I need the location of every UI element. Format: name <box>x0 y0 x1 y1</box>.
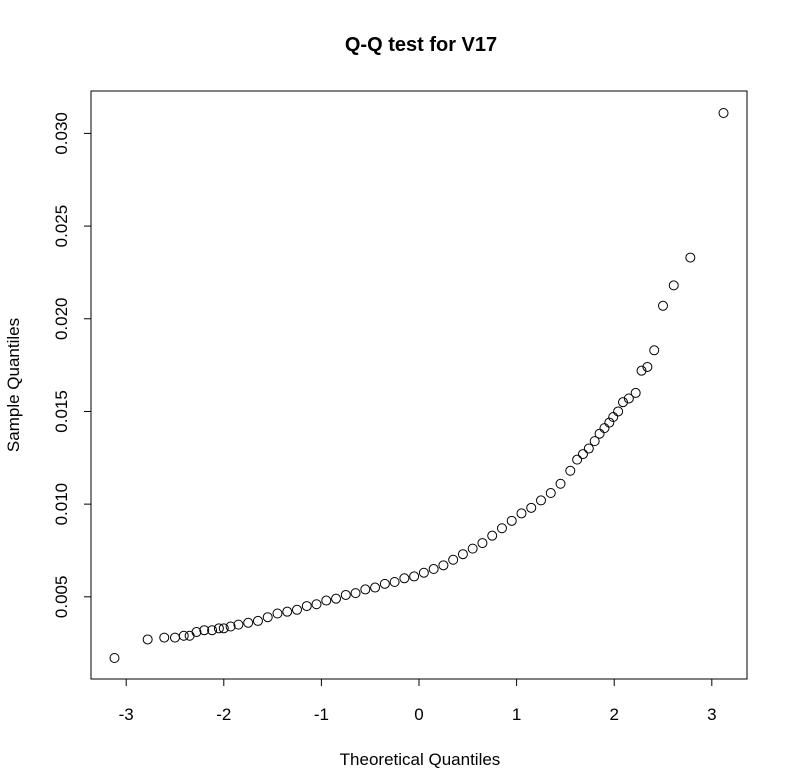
data-point <box>272 608 283 619</box>
data-point <box>191 627 202 638</box>
data-point <box>487 530 498 541</box>
data-point <box>213 623 224 634</box>
x-tick-label: -1 <box>314 705 329 724</box>
data-point <box>301 601 312 612</box>
data-point <box>184 630 195 641</box>
data-point <box>536 495 547 506</box>
y-tick-label: 0.010 <box>52 483 71 526</box>
data-point <box>218 623 229 634</box>
data-point <box>526 502 537 513</box>
data-point <box>457 549 468 560</box>
y-tick-label: 0.005 <box>52 576 71 619</box>
data-point <box>109 653 120 663</box>
data-point <box>572 454 583 465</box>
data-point <box>389 576 400 587</box>
data-point <box>428 564 439 575</box>
data-point <box>565 465 576 476</box>
data-point <box>399 573 410 584</box>
data-point <box>409 571 420 582</box>
data-point <box>496 523 507 534</box>
data-point <box>545 488 556 499</box>
data-point <box>623 393 634 404</box>
data-point <box>636 365 647 376</box>
data-point <box>642 361 653 372</box>
x-tick-label: -3 <box>119 705 134 724</box>
y-tick-label: 0.025 <box>52 205 71 248</box>
data-point <box>658 300 669 311</box>
data-point <box>199 625 210 636</box>
data-point <box>594 428 605 439</box>
data-point <box>169 632 180 643</box>
data-point <box>370 582 381 593</box>
data-point <box>613 406 624 417</box>
data-point <box>467 543 478 554</box>
data-point <box>159 632 170 643</box>
data-point <box>262 612 273 623</box>
data-point <box>589 436 600 447</box>
data-point <box>718 108 729 118</box>
data-point <box>321 595 332 606</box>
x-axis: -3 -2 -1 0 1 2 3 <box>119 678 717 724</box>
data-point <box>583 443 594 454</box>
data-point <box>418 567 429 578</box>
x-axis-label: Theoretical Quantiles <box>340 750 501 769</box>
data-points <box>109 108 729 663</box>
y-tick-label: 0.020 <box>52 297 71 340</box>
data-point <box>178 630 189 641</box>
data-point <box>379 578 390 589</box>
data-point <box>516 508 527 519</box>
data-point <box>617 397 628 408</box>
x-tick-label: 0 <box>414 705 423 724</box>
data-point <box>311 599 322 610</box>
chart-title: Q-Q test for V17 <box>345 34 497 56</box>
data-point <box>649 345 660 356</box>
x-tick-label: 3 <box>707 705 716 724</box>
data-point <box>438 560 449 571</box>
data-point <box>291 604 302 615</box>
data-point <box>243 617 254 628</box>
data-point <box>506 515 517 526</box>
data-point <box>350 588 361 599</box>
data-point <box>331 593 342 604</box>
data-point <box>599 423 610 434</box>
data-point <box>555 478 566 489</box>
x-tick-label: 1 <box>512 705 521 724</box>
data-point <box>448 554 459 565</box>
y-tick-label: 0.030 <box>52 112 71 155</box>
data-point <box>225 621 236 632</box>
data-point <box>233 619 244 630</box>
data-point <box>668 280 679 291</box>
x-tick-label: -2 <box>216 705 231 724</box>
data-point <box>604 417 615 428</box>
y-tick-label: 0.015 <box>52 390 71 433</box>
data-point <box>685 252 696 263</box>
data-point <box>282 606 293 617</box>
data-point <box>477 538 488 549</box>
data-point <box>360 584 371 595</box>
data-point <box>207 625 218 636</box>
y-axis: 0.005 0.010 0.015 0.020 0.025 0.030 <box>52 112 92 619</box>
plot-frame <box>90 90 748 680</box>
y-axis-label: Sample Quantiles <box>4 318 23 452</box>
data-point <box>142 634 153 645</box>
data-point <box>577 449 588 460</box>
data-point <box>340 589 351 600</box>
data-point <box>630 387 641 398</box>
x-tick-label: 2 <box>609 705 618 724</box>
data-point <box>252 615 263 626</box>
